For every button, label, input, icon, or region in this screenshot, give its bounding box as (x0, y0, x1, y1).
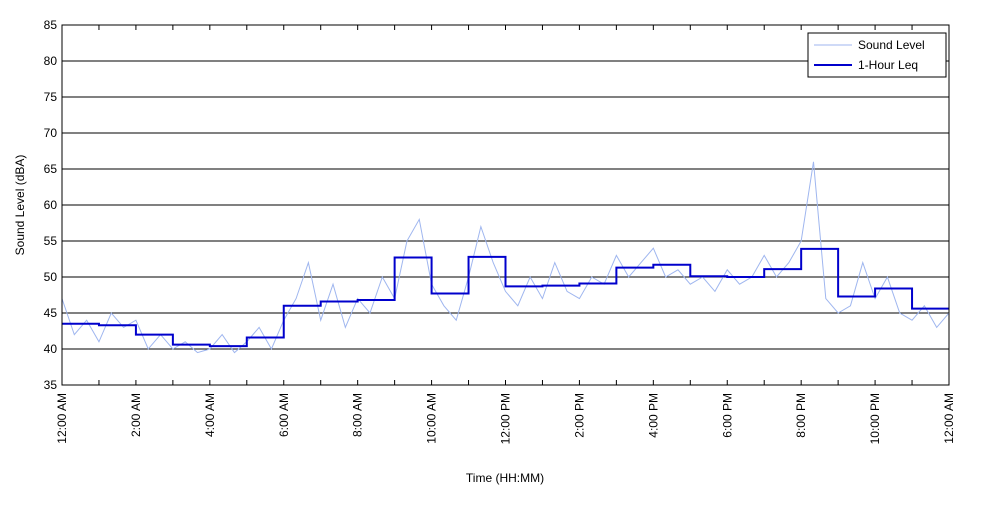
y-axis-label: Sound Level (dBA) (13, 155, 27, 256)
x-tick-label: 6:00 PM (720, 393, 734, 438)
legend-label: Sound Level (858, 38, 925, 52)
line-series (61, 161, 950, 354)
y-tick-label: 60 (44, 198, 58, 212)
x-tick-label: 2:00 PM (572, 393, 586, 438)
y-tick-label: 50 (44, 270, 58, 284)
legend-label: 1-Hour Leq (858, 58, 918, 72)
x-tick-label: 10:00 AM (425, 393, 439, 444)
plot-frame (61, 24, 950, 386)
y-tick-label: 85 (44, 18, 58, 32)
line-series (62, 247, 949, 348)
x-tick-label: 10:00 PM (868, 393, 882, 444)
y-tick-label: 45 (44, 306, 58, 320)
x-tick-label: 4:00 PM (646, 393, 660, 438)
y-tick-label: 75 (44, 90, 58, 104)
x-tick-label: 12:00 AM (55, 393, 69, 444)
x-tick-label: 2:00 AM (129, 393, 143, 437)
y-tick-label: 80 (44, 54, 58, 68)
x-tick-label: 12:00 PM (499, 393, 513, 444)
x-tick-label: 12:00 AM (942, 393, 956, 444)
y-tick-label: 70 (44, 126, 58, 140)
y-tick-label: 40 (44, 342, 58, 356)
x-tick-label: 6:00 AM (277, 393, 291, 437)
x-tick-label: 8:00 AM (351, 393, 365, 437)
x-axis-label: Time (HH:MM) (466, 471, 544, 485)
legend-box (807, 32, 947, 78)
y-tick-label: 55 (44, 234, 58, 248)
x-tick-label: 4:00 AM (203, 393, 217, 437)
y-tick-label: 65 (44, 162, 58, 176)
x-tick-label: 8:00 PM (794, 393, 808, 438)
y-tick-label: 35 (44, 378, 58, 392)
